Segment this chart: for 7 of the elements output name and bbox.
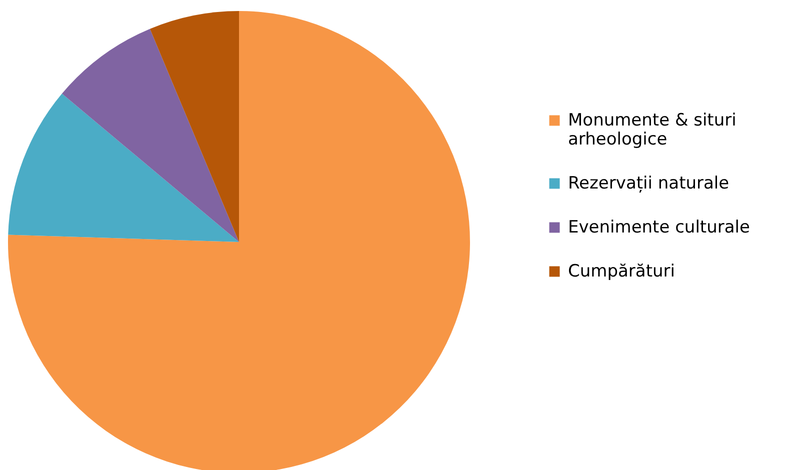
pie-slice: [8, 94, 239, 242]
legend-label: Cumpărături: [568, 262, 675, 282]
legend-label: Evenimente culturale: [568, 218, 750, 238]
legend-label: Monumente & situri arheologice: [568, 110, 736, 150]
pie-slice: [150, 11, 239, 242]
pie-slice: [62, 28, 239, 242]
legend-label: Rezervații naturale: [568, 174, 730, 194]
